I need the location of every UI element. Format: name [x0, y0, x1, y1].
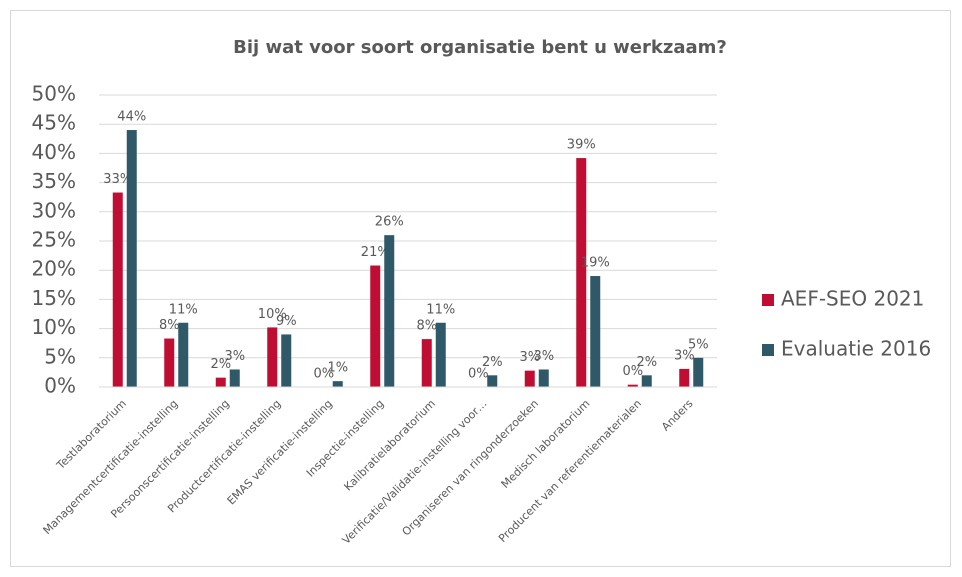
y-tick-label: 25%	[32, 228, 76, 252]
bar	[524, 370, 535, 387]
bar	[487, 375, 498, 387]
legend-swatch	[762, 344, 774, 356]
y-tick-label: 15%	[32, 286, 76, 310]
y-tick-label: 10%	[32, 315, 76, 339]
y-tick-label: 20%	[32, 257, 76, 281]
data-label: 3%	[224, 349, 245, 364]
bar	[641, 375, 652, 387]
bar	[627, 384, 638, 387]
data-label: 11%	[426, 302, 455, 317]
chart-title: Bij wat voor soort organisatie bent u we…	[233, 37, 727, 58]
data-label: 11%	[169, 302, 198, 317]
bar	[332, 381, 343, 387]
y-tick-label: 5%	[44, 344, 76, 368]
data-label: 44%	[117, 110, 146, 125]
data-label: 2%	[636, 355, 657, 370]
y-tick-label: 35%	[32, 169, 76, 193]
y-tick-label: 0%	[44, 374, 76, 398]
bar	[281, 334, 292, 387]
data-label: 0%	[622, 364, 643, 379]
legend-label: Evaluatie 2016	[781, 337, 931, 361]
data-label: 3%	[519, 350, 540, 365]
data-label: 8%	[159, 318, 180, 333]
data-label: 19%	[581, 256, 610, 271]
bar	[126, 130, 137, 388]
data-label: 2%	[482, 355, 503, 370]
data-label: 33%	[103, 172, 132, 187]
data-label: 10%	[258, 307, 287, 322]
y-tick-label: 40%	[32, 140, 76, 164]
data-label: 3%	[533, 349, 554, 364]
legend-label: AEF-SEO 2021	[781, 287, 924, 311]
data-label: 39%	[567, 138, 596, 153]
data-label: 0%	[468, 367, 489, 382]
data-label: 1%	[327, 361, 348, 376]
data-label: 5%	[688, 337, 709, 352]
data-label: 3%	[674, 348, 695, 363]
bar	[215, 377, 226, 387]
data-label: 0%	[313, 367, 334, 382]
y-tick-label: 45%	[32, 111, 76, 135]
y-tick-label: 50%	[32, 82, 76, 106]
bar	[164, 338, 175, 387]
bar	[229, 369, 240, 387]
bar	[370, 265, 381, 387]
bar	[679, 368, 690, 387]
y-tick-label: 30%	[32, 198, 76, 222]
bar	[178, 322, 189, 387]
chart-border	[10, 10, 951, 567]
bar	[421, 339, 432, 387]
legend-swatch	[762, 294, 774, 306]
bar	[112, 192, 123, 387]
data-label: 8%	[416, 319, 437, 334]
bar	[590, 276, 601, 387]
bar	[384, 235, 395, 387]
data-label: 26%	[375, 215, 404, 230]
bar	[538, 369, 549, 387]
data-label: 21%	[361, 245, 390, 260]
bar	[693, 357, 704, 387]
bar	[267, 327, 278, 387]
data-label: 9%	[276, 314, 297, 329]
bar	[576, 158, 587, 387]
data-label: 2%	[210, 357, 231, 372]
bar	[435, 322, 446, 387]
